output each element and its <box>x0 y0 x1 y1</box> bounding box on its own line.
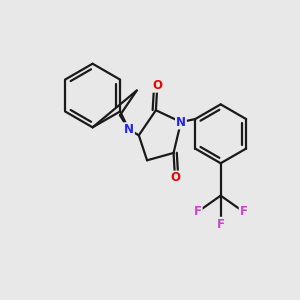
Text: O: O <box>170 172 180 184</box>
Text: F: F <box>240 205 248 218</box>
Text: F: F <box>217 218 225 231</box>
Text: F: F <box>194 205 202 218</box>
Text: N: N <box>124 123 134 136</box>
Text: N: N <box>176 116 186 128</box>
Text: O: O <box>152 79 162 92</box>
